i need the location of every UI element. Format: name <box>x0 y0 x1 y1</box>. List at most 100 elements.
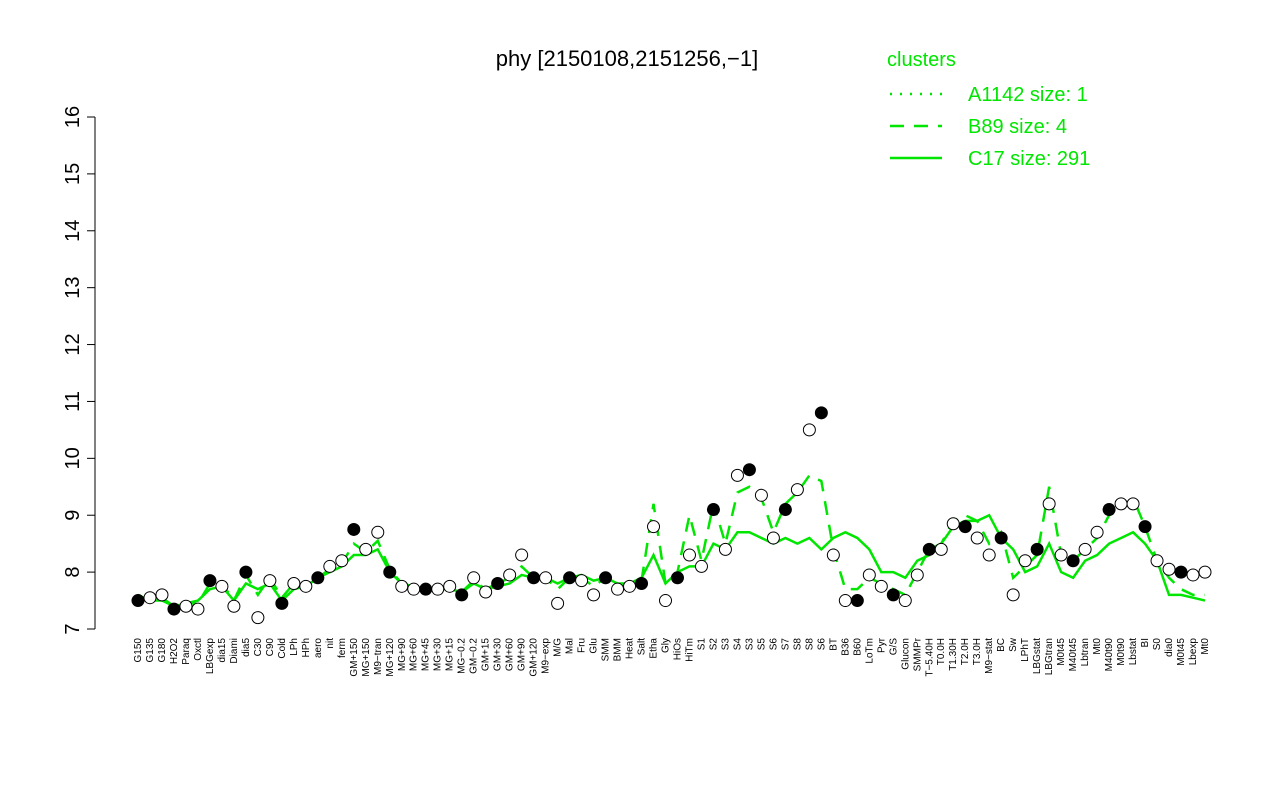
data-point <box>706 503 720 517</box>
x-tick-label: Lbtran <box>1080 638 1091 666</box>
data-point <box>443 579 457 593</box>
x-tick-label: S2 <box>708 638 719 651</box>
data-point <box>179 599 193 613</box>
x-tick-label: GM−0.2 <box>469 638 480 674</box>
x-tick-label: Gly <box>661 638 672 653</box>
data-point <box>383 565 397 579</box>
data-point <box>503 568 517 582</box>
x-tick-label: M40t45 <box>1068 638 1079 672</box>
data-point <box>910 568 924 582</box>
x-tick-label: G150 <box>133 638 144 663</box>
x-tick-label: Lbexp <box>1188 638 1199 666</box>
data-point <box>455 588 469 602</box>
x-tick-label: HiOs <box>672 638 683 660</box>
x-tick-label: M9−exp <box>541 638 552 674</box>
x-tick-label: C90 <box>265 638 276 657</box>
data-point <box>131 594 145 608</box>
data-point <box>994 531 1008 545</box>
data-point <box>946 517 960 531</box>
x-tick-label: T0.0H <box>936 638 947 665</box>
data-point <box>1174 565 1188 579</box>
data-point <box>934 542 948 556</box>
data-point <box>635 576 649 590</box>
data-point <box>1198 565 1212 579</box>
x-tick-label: GM+150 <box>349 638 360 677</box>
x-tick-label: S8 <box>804 638 815 651</box>
x-tick-label: T−5.40H <box>924 638 935 677</box>
data-point <box>155 588 169 602</box>
x-tick-label: M0t90 <box>1116 638 1127 666</box>
data-point <box>1030 542 1044 556</box>
x-tick-label: T1.30H <box>948 638 959 671</box>
x-tick-label: Cold <box>277 638 288 659</box>
x-tick-label: Lbstat <box>1128 638 1139 665</box>
x-tick-label: Etha <box>649 638 660 659</box>
x-tick-label: Fru <box>577 638 588 653</box>
y-tick-label: 10 <box>62 447 84 469</box>
data-point <box>287 576 301 590</box>
data-point <box>1066 554 1080 568</box>
data-point <box>203 574 217 588</box>
x-tick-label: aero <box>313 638 324 658</box>
data-point <box>551 596 565 610</box>
x-tick-label: M9−tran <box>373 638 384 675</box>
x-tick-label: S7 <box>780 638 791 651</box>
x-tick-label: nit <box>325 638 336 649</box>
x-tick-label: M/G <box>553 638 564 657</box>
data-point <box>838 594 852 608</box>
y-tick-label: 15 <box>62 163 84 185</box>
x-tick-label: MG+90 <box>397 638 408 672</box>
data-point <box>826 548 840 562</box>
x-tick-label: LBGstat <box>1032 638 1043 674</box>
x-tick-label: G135 <box>145 638 156 663</box>
data-point <box>922 542 936 556</box>
y-tick-label: 13 <box>62 277 84 299</box>
data-point <box>1018 554 1032 568</box>
data-point <box>1126 497 1140 511</box>
x-tick-label: S1 <box>696 638 707 651</box>
data-point <box>790 483 804 497</box>
data-point <box>874 579 888 593</box>
data-point <box>1138 520 1152 534</box>
x-tick-label: dia0 <box>1164 638 1175 657</box>
legend-label: C17 size: 291 <box>968 148 1090 170</box>
series-line <box>137 513 1206 608</box>
x-tick-label: H2O2 <box>169 638 180 665</box>
x-tick-label: GM+120 <box>529 638 540 677</box>
x-tick-label: GM+15 <box>481 638 492 672</box>
x-tick-label: G/S <box>888 638 899 656</box>
y-tick-label: 16 <box>62 106 84 128</box>
x-tick-label: S4 <box>732 638 743 651</box>
x-tick-label: S6 <box>816 638 827 651</box>
x-tick-label: MG+15 <box>445 638 456 672</box>
data-point <box>479 585 493 599</box>
x-tick-label: Glu <box>589 638 600 654</box>
data-point <box>1042 497 1056 511</box>
x-tick-label: MG+120 <box>385 638 396 677</box>
y-tick-label: 9 <box>62 510 84 521</box>
data-point <box>1090 525 1104 539</box>
x-tick-label: Pyr <box>876 637 887 653</box>
x-tick-label: Mt0 <box>1200 638 1211 655</box>
x-tick-label: dia15 <box>217 638 228 663</box>
data-point <box>611 582 625 596</box>
data-point <box>587 588 601 602</box>
x-tick-label: HiTm <box>684 638 695 662</box>
data-point <box>491 576 505 590</box>
data-point <box>371 525 385 539</box>
x-tick-label: Heat <box>625 638 636 659</box>
x-tick-label: M0t45 <box>1176 638 1187 666</box>
data-point <box>730 468 744 482</box>
data-point <box>263 574 277 588</box>
data-point <box>778 503 792 517</box>
x-tick-label: LBGtran <box>1044 638 1055 675</box>
x-tick-label: LPhT <box>1020 638 1031 662</box>
y-tick-label: 7 <box>62 623 84 634</box>
data-point <box>143 591 157 605</box>
data-point <box>539 571 553 585</box>
data-point <box>659 594 673 608</box>
x-tick-label: C30 <box>253 638 264 657</box>
x-tick-label: S6 <box>768 638 779 651</box>
data-point <box>167 602 181 616</box>
data-point <box>1078 542 1092 556</box>
